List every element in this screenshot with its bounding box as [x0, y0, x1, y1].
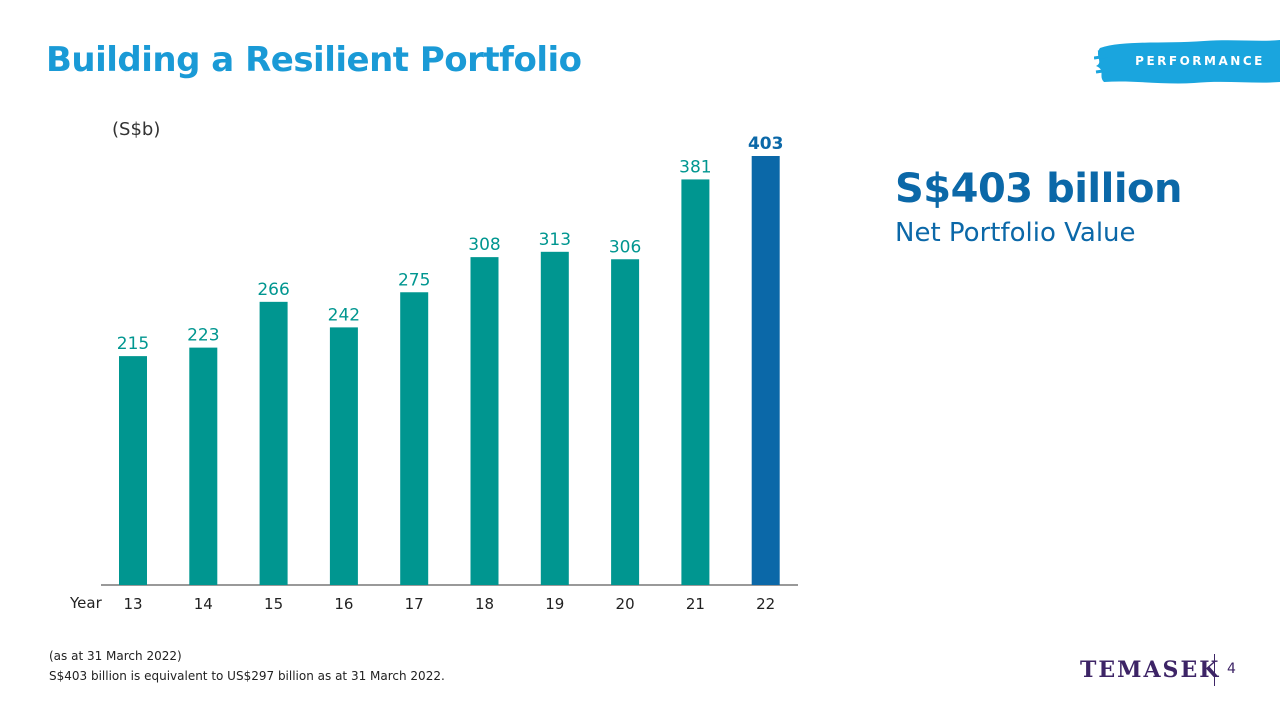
- data-label: 215: [117, 334, 149, 354]
- bar: [400, 292, 429, 585]
- footnote-date: (as at 31 March 2022): [49, 649, 182, 663]
- kpi-value: S$403 billion: [895, 166, 1183, 212]
- data-label: 308: [468, 235, 500, 255]
- x-tick-label: 15: [264, 595, 283, 613]
- bar: [470, 257, 499, 585]
- data-label: 266: [257, 280, 289, 300]
- bar: [119, 356, 147, 585]
- bar: [681, 179, 710, 585]
- slide-title: Building a Resilient Portfolio: [46, 40, 582, 80]
- x-tick-label: 13: [123, 595, 142, 613]
- data-label: 306: [609, 237, 641, 257]
- data-label: 381: [679, 157, 711, 177]
- x-tick-label: 14: [194, 595, 213, 613]
- kpi-label: Net Portfolio Value: [895, 218, 1136, 248]
- bar: [540, 251, 569, 585]
- data-label: 242: [328, 305, 360, 325]
- page-number: 4: [1227, 661, 1236, 677]
- data-label: 223: [187, 326, 219, 346]
- x-axis-label: Year: [69, 594, 103, 612]
- bar: [329, 327, 358, 585]
- x-tick-label: 18: [475, 595, 494, 613]
- bar: [259, 301, 288, 585]
- logo-divider: [1214, 654, 1215, 686]
- chart-unit-label: (S$b): [112, 119, 161, 140]
- x-tick-label: 20: [616, 595, 635, 613]
- bar: [751, 156, 780, 585]
- x-tick-label: 22: [756, 595, 775, 613]
- x-tick-label: 21: [686, 595, 705, 613]
- temasek-logo: TEMASEK: [1080, 657, 1221, 683]
- x-tick-label: 17: [405, 595, 424, 613]
- bar: [189, 347, 218, 585]
- footnote-conversion: S$403 billion is equivalent to US$297 bi…: [49, 669, 445, 683]
- data-label: 403: [748, 134, 784, 154]
- x-tick-label: 16: [334, 595, 353, 613]
- data-label: 275: [398, 270, 430, 290]
- x-tick-label: 19: [545, 595, 564, 613]
- data-label: 313: [539, 230, 571, 250]
- section-tag: PERFORMANCE: [1135, 54, 1265, 68]
- bar: [611, 259, 640, 585]
- brush-stroke-icon: [1094, 40, 1280, 84]
